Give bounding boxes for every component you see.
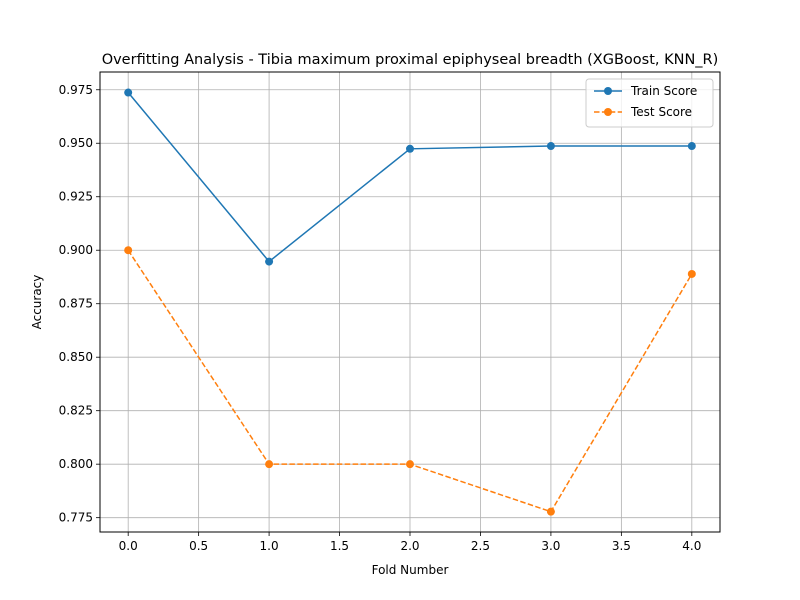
y-axis-ticks: 0.775 0.800 0.825 0.850 0.875 0.900 0.925 0.950… [59,83,100,525]
series-train-score [124,88,696,266]
plot-frame [99,71,721,533]
y-tick-label: 0.900 [59,243,93,257]
legend-marker [604,87,612,95]
data-point [406,144,414,153]
data-point [687,269,696,278]
x-tick-label: 3.5 [612,539,631,553]
chart-title: Overfitting Analysis - Tibia maximum pro… [102,52,719,68]
x-tick-label: 2.5 [471,539,490,553]
data-point [265,257,274,266]
y-tick-label: 0.775 [59,511,93,525]
y-tick-label: 0.800 [59,457,93,471]
series-layer [124,88,696,516]
legend: Train Score Test Score [585,78,714,128]
legend-marker [604,108,612,116]
data-point [406,460,414,469]
grid [100,72,720,532]
x-tick-label: 1.5 [330,539,349,553]
x-tick-label: 0.0 [119,539,138,553]
data-point [546,507,555,516]
legend-label: Test Score [630,105,692,119]
y-axis-label: Accuracy [30,275,44,330]
x-axis-ticks: 0.0 0.5 1.0 1.5 2.0 2.5 3.0 3.5 4.0 [119,532,701,553]
y-tick-label: 0.925 [59,190,93,204]
x-tick-label: 2.0 [400,539,419,553]
data-point [265,460,274,469]
legend-label: Train Score [630,84,697,98]
x-tick-label: 0.5 [189,539,208,553]
y-tick-label: 0.975 [59,83,93,97]
y-tick-label: 0.950 [59,136,93,150]
data-point [687,142,696,151]
data-point [546,142,555,151]
x-axis-label: Fold Number [372,563,449,577]
y-tick-label: 0.875 [59,297,93,311]
data-point [124,246,133,255]
x-tick-label: 1.0 [260,539,279,553]
x-tick-label: 4.0 [682,539,701,553]
x-tick-label: 3.0 [541,539,560,553]
y-tick-label: 0.850 [59,350,93,364]
data-point [124,88,133,97]
series-test-score [124,246,696,516]
y-tick-label: 0.825 [59,404,93,418]
